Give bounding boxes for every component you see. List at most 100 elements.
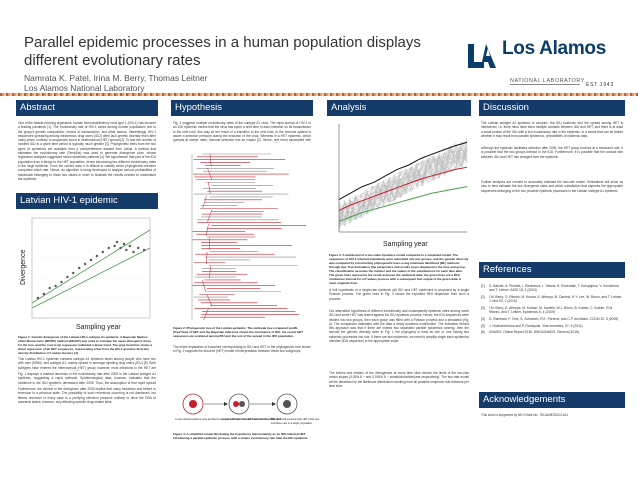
simulation-trace [338,155,468,222]
data-point [128,244,132,248]
logo-established: EST.1943 [586,82,615,88]
model-label-4: introduce new in a larger population [271,421,313,425]
data-point [66,275,69,279]
reference-item: [1] D. Balode, A. Ferdats, I. Dievberna, … [481,284,623,293]
poster-institution: Los Alamos National Laboratory [24,83,145,93]
reference-number: [2] [481,294,485,299]
data-point [72,271,75,275]
reference-item: [3] I.M. Berry, G. Athreya, M. Kothari, M… [481,306,623,315]
latvian-paragraph-3: Furthermore, the decline in the divergen… [18,387,156,404]
analysis-paragraph-1: A null hypothesis of a single-rate epide… [329,288,469,301]
data-point [78,266,81,270]
tree-clade-connector [202,279,206,293]
data-point [115,240,119,244]
reference-text: J. Hoelscherhaus and P. Rondquist, Vine … [489,323,583,328]
poster-authors: Namrata K. Patel, Irina M. Berry, Thomas… [24,73,208,83]
simulation-trace [338,148,468,226]
header-divider [0,93,638,96]
figure3-caption: Figure 3: A dashboard of a two-state dyn… [329,253,469,285]
section-header-latvian: Latvian HIV-1 epidemic [16,193,158,209]
reference-item: [4] D. Rambaut, F. Vine, S. Schramm, R.E.… [481,317,623,321]
figure2-caption: Figure 2: Phylogenetic tree of the Latvi… [173,326,304,338]
abstract-paragraph: One of the fastest evolving organisms, h… [18,121,156,181]
data-point [142,248,146,252]
simulation-trace [338,143,468,229]
simulation-trace [338,152,468,214]
simulation-trace [338,146,468,227]
y-axis-label: Divergence [20,249,27,285]
reference-number: [6] [481,330,485,335]
logo-subtitle: NATIONAL LABORATORY [510,78,585,84]
tree-clade-connector [202,195,207,209]
figure4-caption: Figure 4: A simplified model illustratin… [173,432,309,440]
tree-clade-connector [207,167,213,181]
reference-text: I.M. Berry, G. Ribeiro, M. Kumar, S. Ath… [489,294,623,304]
analysis-paragraph-2: Our alternative hypothesis of different … [329,309,469,344]
trend-line [31,229,151,304]
model-label-2: Amount with more new HET infection from … [221,417,275,421]
reference-number: [1] [481,284,485,288]
reference-number: [4] [481,316,485,321]
chart2-confidence-band [338,137,468,230]
data-point [125,248,128,252]
logo-text: Los Alamos [502,38,606,59]
hypothesis-paragraph-2: The entire separation of branches corres… [173,345,311,354]
data-point [42,292,45,296]
data-point [101,250,105,254]
data-point [132,250,135,254]
tree-clade-connector [206,251,208,265]
section-header-references: References [479,262,625,278]
section-header-analysis: Analysis [327,100,471,116]
section-header-hypothesis: Hypothesis [171,100,313,116]
tree-clade-connector [206,293,213,307]
reference-text: I.M. Berry, G. Athreya, M. Kothari, M. D… [489,305,614,315]
x-axis-label: Sampling year [76,324,121,331]
data-point [60,280,63,284]
discussion-paragraph-1: The Latvian subtype A1 epidemic is compl… [481,121,623,138]
acknowledgements-text: This work is supported by NIH Grant No.:… [481,413,568,417]
latvian-paragraph-1: This Latvian HIV-1 epidemic contains sub… [18,357,156,371]
simulation-trace [338,142,468,224]
simulation-trace [338,146,468,230]
sampling-rate-line-chart: Sampling year [338,124,468,248]
series-line [338,186,468,222]
reference-item: [5] J. Hoelscherhaus and P. Rondquist, Vi… [481,324,623,328]
data-point [113,244,116,248]
tree-branches [191,153,307,321]
data-point [107,246,110,250]
data-point [48,286,51,290]
poster-title: Parallel epidemic processes in a human p… [24,34,421,69]
model-node-idu-core [189,400,197,408]
epidemic-model-diagram: A new clinical epidemic was ascribed to … [175,393,319,425]
data-point [95,254,99,258]
tree-clade-connector [208,181,211,195]
model-node-mixed-b [239,401,245,407]
tree-clade-connector [207,209,212,223]
simulation-trace [338,154,468,221]
reference-text: D. Rambaut, F. Vine, S. Schramm, R.E. Pa… [489,316,619,321]
series-line [338,166,468,211]
chart-frame [31,217,151,319]
discussion-paragraph-2: Although the epidemic facilitates select… [481,146,623,159]
section-header-acknowledgements: Acknowledgements [479,392,625,408]
chart2-x-axis-label: Sampling year [383,241,428,248]
hypothesis-paragraph: Fig. 1 suggests multiple evolutionary ra… [173,121,311,143]
analysis-paragraph-3: The entries and relation of the divergen… [329,371,469,388]
section-header-discussion: Discussion [479,100,625,116]
reference-number: [3] [481,305,485,310]
tree-clade-connector [205,223,209,237]
lanl-logo: Los Alamos NATIONAL LABORATORY EST.1943 [464,36,626,92]
lanl-logo-mark-icon [466,40,498,72]
divergence-scatter-chart: Divergence Sampling year [20,217,151,331]
simulation-trace [338,147,468,226]
section-header-abstract: Abstract [16,100,158,116]
simulation-trace [338,145,468,227]
data-point [54,284,57,288]
latvian-paragraph-2: Fig. 1 displays a marked decrease in the… [18,372,156,386]
reference-number: [5] [481,323,485,328]
data-point [137,246,140,250]
model-label-1: A new clinical epidemic was ascribed to … [175,417,282,421]
trend-line [31,247,151,309]
data-point [122,242,126,246]
chart2-series [338,141,468,222]
